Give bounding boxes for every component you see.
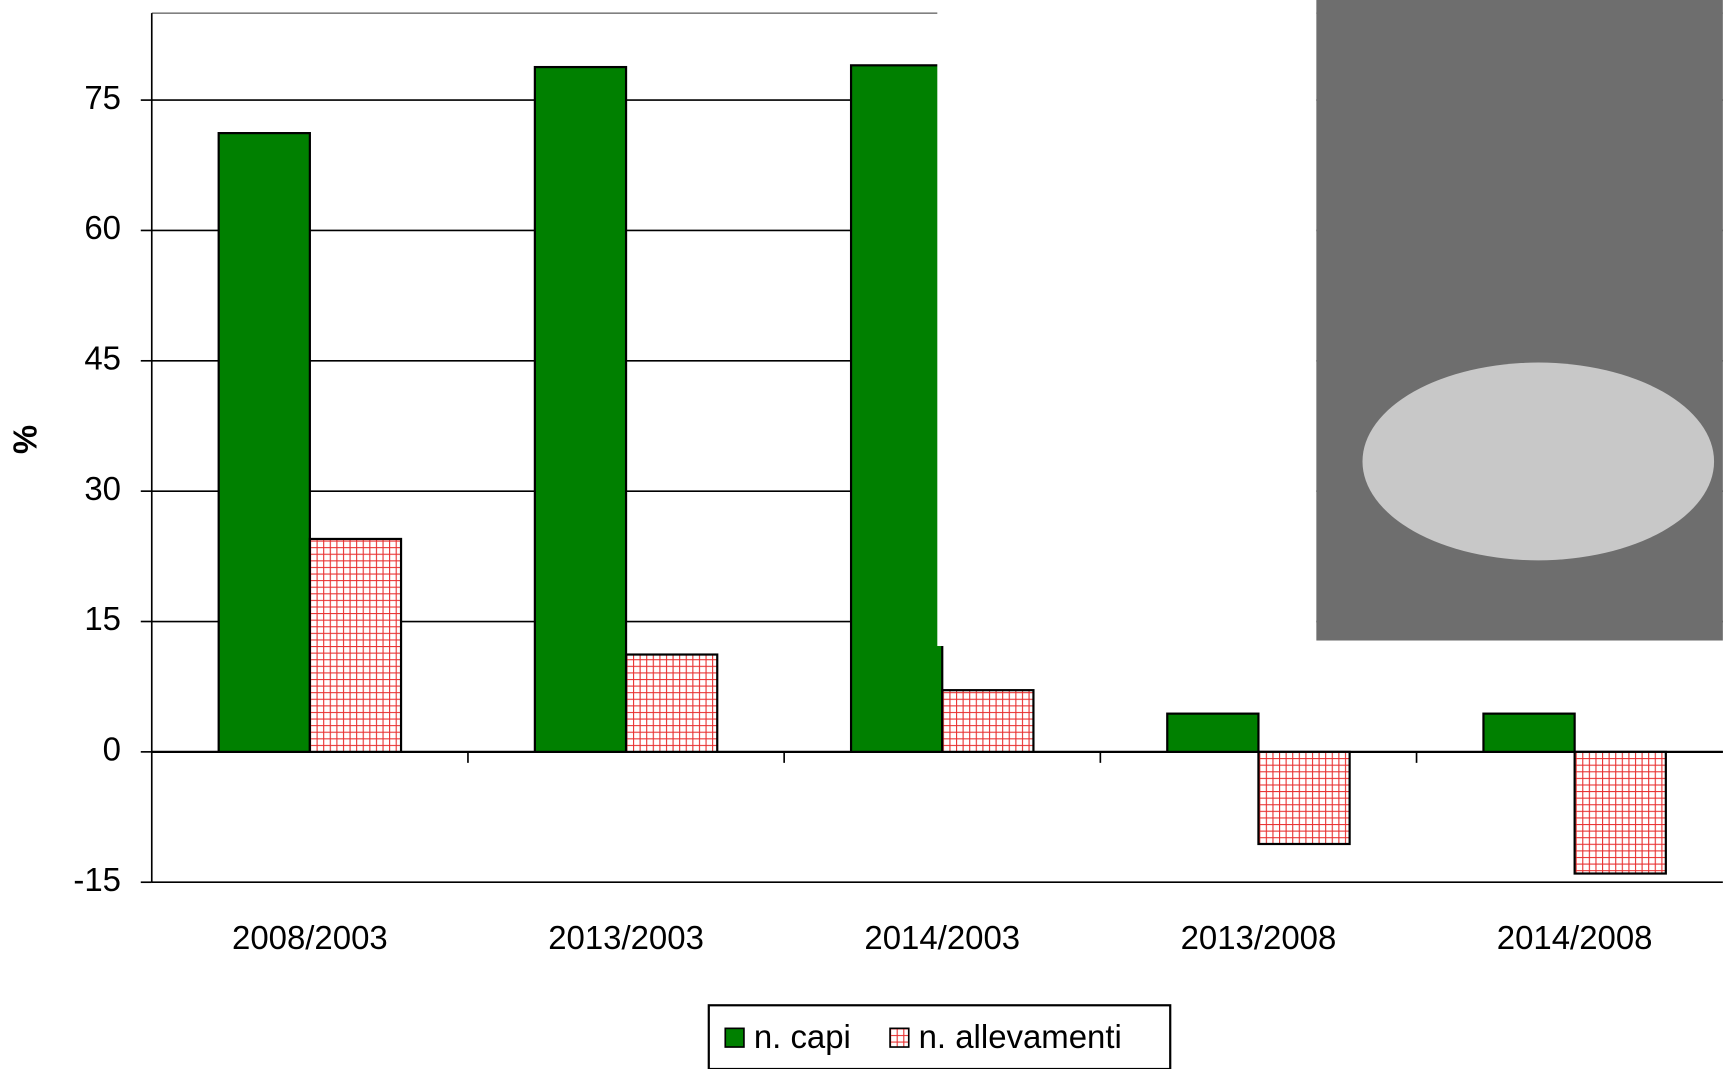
y-tick-label: 45 [84,340,121,377]
photo-detail [1362,362,1715,561]
y-tick-label: -15 [73,861,121,898]
y-tick-label: 60 [84,209,121,246]
legend-label: n. capi [754,1018,851,1055]
bar [533,65,628,753]
legend-label: n. allevamenti [919,1018,1122,1055]
legend-swatch [724,1027,745,1048]
bar [217,132,311,753]
bar [1482,712,1576,753]
legend-box [707,1004,1172,1069]
x-tick-label: 2013/2003 [548,919,704,956]
bar [624,653,719,753]
legend: n. capi n. allevamenti [707,1004,1172,1069]
x-tick-label: 2014/2008 [1497,919,1653,956]
x-tick-label: 2013/2008 [1181,919,1337,956]
legend-swatch [889,1027,910,1048]
bar [1573,750,1667,875]
bar [849,64,944,753]
y-tick-label: 30 [84,470,121,507]
bar [1166,712,1260,753]
bar [1257,750,1351,846]
y-tick-label: 75 [84,79,121,116]
y-tick-label: 0 [103,731,121,768]
y-tick-label: 15 [84,600,121,637]
photo-background [937,0,1317,647]
bar [308,537,403,753]
bar [941,689,1035,753]
y-axis-label: % [6,425,43,454]
x-tick-label: 2014/2003 [864,919,1020,956]
x-tick-label: 2008/2003 [232,919,388,956]
